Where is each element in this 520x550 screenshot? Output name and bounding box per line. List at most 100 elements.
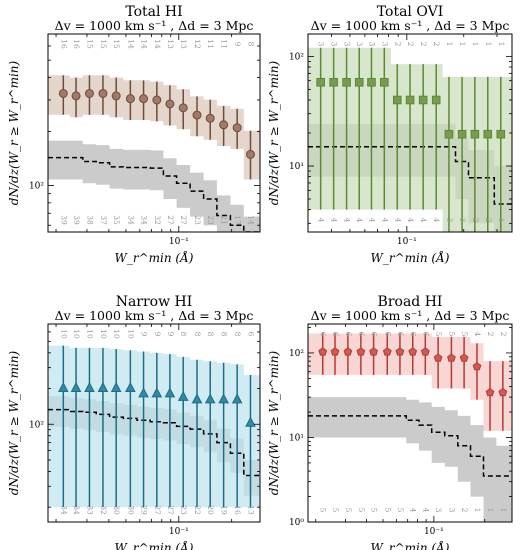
data-point (342, 78, 351, 87)
count-bottom-label: 14 (246, 215, 255, 225)
count-top-label: 13 (166, 39, 175, 49)
data-point (418, 95, 428, 105)
data-point (457, 129, 467, 139)
count-top-label: 2 (419, 42, 428, 47)
count-bottom-label: 30 (126, 505, 135, 515)
count-top-label: 2 (499, 332, 508, 337)
count-top-label: 6 (370, 332, 379, 337)
data-point (58, 88, 68, 98)
count-top-label: 3 (343, 42, 352, 47)
count-bottom-label: 23 (179, 505, 188, 515)
count-top-label: 11 (206, 39, 215, 49)
count-top-label: 10 (59, 329, 68, 339)
count-top-label: 14 (140, 39, 149, 49)
count-bottom-label: 39 (59, 215, 68, 225)
count-bottom-label: 27 (153, 505, 162, 515)
y-axis-label: dN/dz(W_r ≥ W_r^min) (7, 350, 21, 495)
data-point (139, 94, 149, 104)
count-top-label: 13 (179, 39, 188, 49)
data-point (330, 347, 340, 356)
count-bottom-label: 1 (473, 508, 482, 513)
count-bottom-label: 23 (206, 215, 215, 225)
count-bottom-label: 5 (383, 508, 392, 513)
count-bottom-label: 19 (220, 505, 229, 515)
axes-frame (47, 33, 261, 233)
data-point (433, 353, 443, 362)
data-point (219, 120, 229, 130)
y-axis-label: dN/dz(W_r ≥ W_r^min) (7, 60, 21, 205)
panel-title: Narrow HI (116, 294, 193, 310)
count-top-label: 3 (355, 42, 364, 47)
panel-title: Total OVI (377, 4, 443, 20)
y-tick-label: 10⁰ (289, 518, 304, 528)
count-top-label: 8 (179, 332, 188, 337)
observed-band (48, 345, 260, 508)
count-top-label: 9 (140, 332, 149, 337)
data-point (485, 387, 495, 397)
data-point (380, 78, 389, 87)
data-point (496, 129, 506, 139)
count-bottom-label: 22 (193, 505, 202, 515)
data-point (245, 416, 256, 427)
count-bottom-label: 2 (471, 218, 480, 223)
data-point (318, 347, 328, 356)
panel-title: Broad HI (378, 294, 443, 310)
count-top-label: 10 (85, 329, 94, 339)
data-point (329, 78, 338, 87)
data-point (420, 347, 430, 356)
axes-frame (47, 323, 261, 523)
count-bottom-label: 3 (458, 218, 467, 223)
count-top-label: 2 (486, 332, 495, 337)
count-bottom-label: 21 (220, 215, 229, 225)
x-tick-label: 10⁻¹ (169, 527, 189, 537)
count-top-label: 6 (409, 332, 418, 337)
data-point (343, 347, 353, 356)
plot-area (48, 75, 260, 232)
count-bottom-label: 4 (380, 218, 389, 223)
panel-subtitle: Δv = 1000 km s⁻¹ , Δd = 3 Mpc (311, 308, 510, 323)
count-top-label: 3 (317, 42, 326, 47)
count-bottom-label: 5 (344, 508, 353, 513)
count-top-label: 5 (447, 332, 456, 337)
x-tick-label: 10⁻¹ (424, 527, 444, 537)
random-band (308, 397, 512, 522)
random-band (48, 140, 260, 232)
count-bottom-label: 5 (396, 508, 405, 513)
count-top-label: 10 (99, 329, 108, 339)
plot-area (308, 47, 512, 232)
data-point (111, 91, 121, 101)
data-point (245, 149, 255, 159)
y-tick-label: 10² (29, 420, 44, 430)
x-tick-label: 10⁻¹ (169, 237, 189, 247)
panel-subtitle: Δv = 1000 km s⁻¹ , Δd = 3 Mpc (55, 18, 254, 33)
panel-title: Total HI (125, 4, 182, 20)
x-axis-label: W_r^min (Å) (371, 540, 450, 550)
panel-1: 16 39 16 39 15 38 15 37 15 35 14 34 14 34 14 32 13 27 13 27… (7, 4, 261, 265)
data-point (444, 129, 454, 139)
count-top-label: 8 (246, 42, 255, 47)
count-top-label: 10 (72, 329, 81, 339)
count-bottom-label: 2 (484, 218, 493, 223)
count-top-label: 16 (72, 39, 81, 49)
plot-area (308, 333, 512, 522)
count-bottom-label: 30 (112, 505, 121, 515)
data-point (392, 95, 402, 105)
random-median-line (308, 145, 512, 205)
axes-frame (307, 323, 513, 523)
count-top-label: 9 (166, 332, 175, 337)
count-bottom-label: 29 (140, 505, 149, 515)
count-top-label: 6 (357, 332, 366, 337)
count-top-label: 2 (406, 42, 415, 47)
x-axis-label: W_r^min (Å) (371, 250, 450, 265)
count-bottom-label: 4 (393, 218, 402, 223)
count-top-label: 3 (367, 42, 376, 47)
count-bottom-label: 1 (497, 218, 506, 223)
count-bottom-label: 16 (233, 505, 242, 515)
count-top-label: 15 (112, 39, 121, 49)
count-bottom-label: 13 (246, 505, 255, 515)
count-top-label: 1 (484, 42, 493, 47)
count-top-label: 5 (434, 332, 443, 337)
data-point (164, 387, 176, 398)
count-bottom-label: 4 (343, 218, 352, 223)
count-bottom-label: 32 (99, 505, 108, 515)
